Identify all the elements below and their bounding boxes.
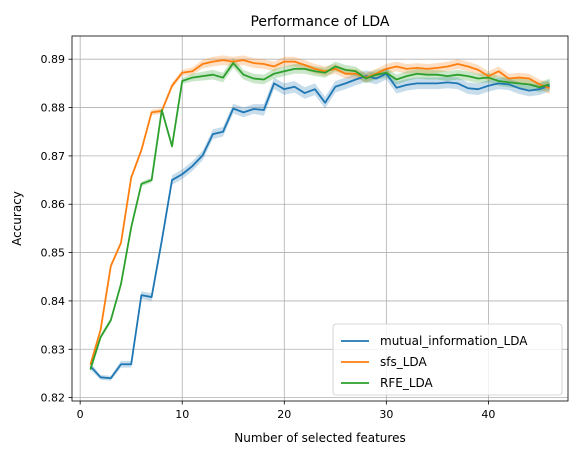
legend: mutual_information_LDA sfs_LDA RFE_LDA <box>332 323 563 396</box>
x-axis-ticks: 0 10 20 30 40 <box>77 401 495 421</box>
confidence-band-sfs_LDA <box>90 55 550 368</box>
series-line-RFE_LDA <box>89 62 550 370</box>
y-tick-label: 0.86 <box>41 198 66 211</box>
y-axis-label: Accuracy <box>10 191 24 246</box>
y-tick-label: 0.87 <box>41 150 66 163</box>
y-tick-label: 0.89 <box>41 53 66 66</box>
legend-frame <box>332 323 563 396</box>
legend-label: sfs_LDA <box>380 355 427 369</box>
x-tick-label: 40 <box>481 408 495 421</box>
x-tick-label: 20 <box>277 408 291 421</box>
legend-label: mutual_information_LDA <box>380 334 528 348</box>
confidence-band-mutual_information_LDA <box>90 67 550 381</box>
series-lines <box>89 59 550 380</box>
y-tick-label: 0.83 <box>41 343 66 356</box>
x-tick-label: 30 <box>379 408 393 421</box>
x-tick-label: 10 <box>175 408 189 421</box>
y-tick-label: 0.85 <box>41 247 66 260</box>
series-line-sfs_LDA <box>89 59 550 365</box>
y-axis-ticks: 0.82 0.83 0.84 0.85 0.86 0.87 0.88 0.89 <box>41 53 72 405</box>
confidence-bands <box>90 55 550 381</box>
x-axis-label: Number of selected features <box>234 431 405 445</box>
y-tick-label: 0.88 <box>41 102 66 115</box>
plot-frame <box>71 35 569 402</box>
chart-title: Performance of LDA <box>250 14 389 30</box>
legend-label: RFE_LDA <box>380 376 434 390</box>
x-tick-label: 0 <box>77 408 84 421</box>
y-tick-label: 0.84 <box>41 295 66 308</box>
y-tick-label: 0.82 <box>41 392 66 405</box>
series-line-mutual_information_LDA <box>89 72 550 380</box>
